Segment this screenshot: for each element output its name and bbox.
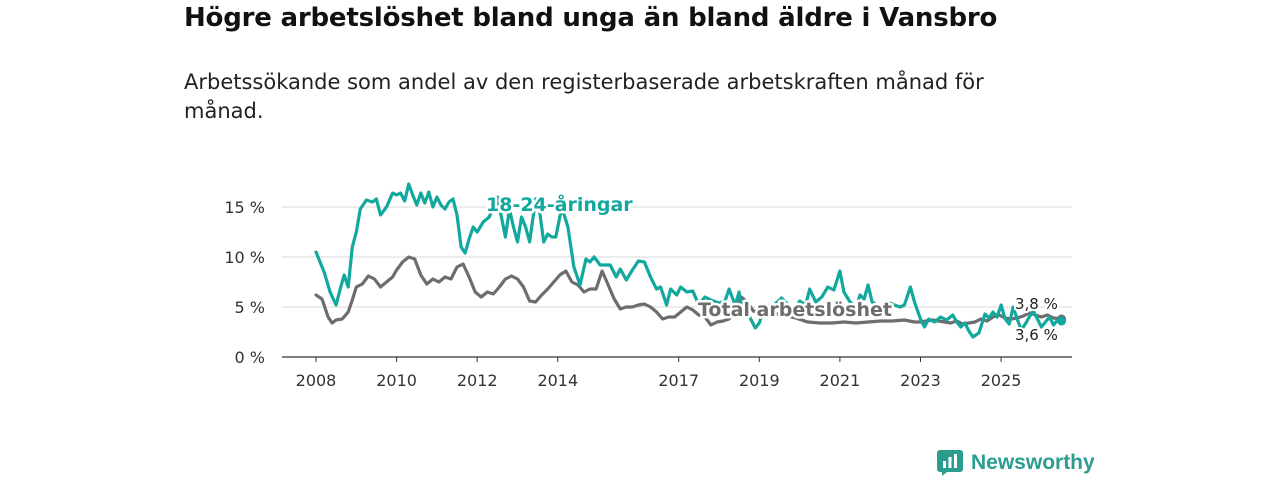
x-tick-label: 2012 [457, 371, 498, 390]
chart-subtitle: Arbetssökande som andel av den registerb… [184, 70, 984, 123]
chart-title: Högre arbetslöshet bland unga än bland ä… [184, 3, 998, 33]
series-label-youth: 18-24-åringar [486, 192, 633, 216]
x-tick-label: 2014 [537, 371, 578, 390]
y-tick-label: 15 % [224, 198, 265, 217]
series-end-dot-youth [1057, 316, 1067, 326]
series-line-youth [314, 182, 1064, 339]
brand-name: Newsworthy [971, 451, 1095, 474]
series-label-total: Total arbetslöshet [698, 299, 892, 321]
x-tick-label: 2008 [296, 371, 337, 390]
x-tick-label: 2023 [900, 371, 941, 390]
y-axis: 0 % 5 % 10 % 15 % [224, 198, 265, 367]
x-tick-label: 2021 [820, 371, 861, 390]
series-lines [314, 182, 1067, 339]
x-axis: 2008 2010 2012 2014 2017 2019 2021 2023 2025 [296, 357, 1022, 390]
y-tick-label: 10 % [224, 248, 265, 267]
series-line-total [314, 255, 1064, 327]
x-tick-label: 2019 [739, 371, 780, 390]
grid [282, 206, 1072, 358]
end-value-label-youth: 3,6 % [1015, 326, 1058, 344]
x-tick-label: 2017 [658, 371, 699, 390]
x-tick-label: 2010 [376, 371, 417, 390]
x-tick-label: 2025 [981, 371, 1022, 390]
y-tick-label: 5 % [235, 298, 265, 317]
newsworthy-logo-icon [937, 450, 963, 476]
end-value-label-total: 3,8 % [1015, 295, 1058, 313]
series-labels: 18-24-åringar Total arbetslöshet 3,8 % 3,6 … [484, 190, 1060, 347]
newsworthy-logo[interactable]: Newsworthy [937, 450, 1095, 476]
y-tick-label: 0 % [235, 348, 265, 367]
